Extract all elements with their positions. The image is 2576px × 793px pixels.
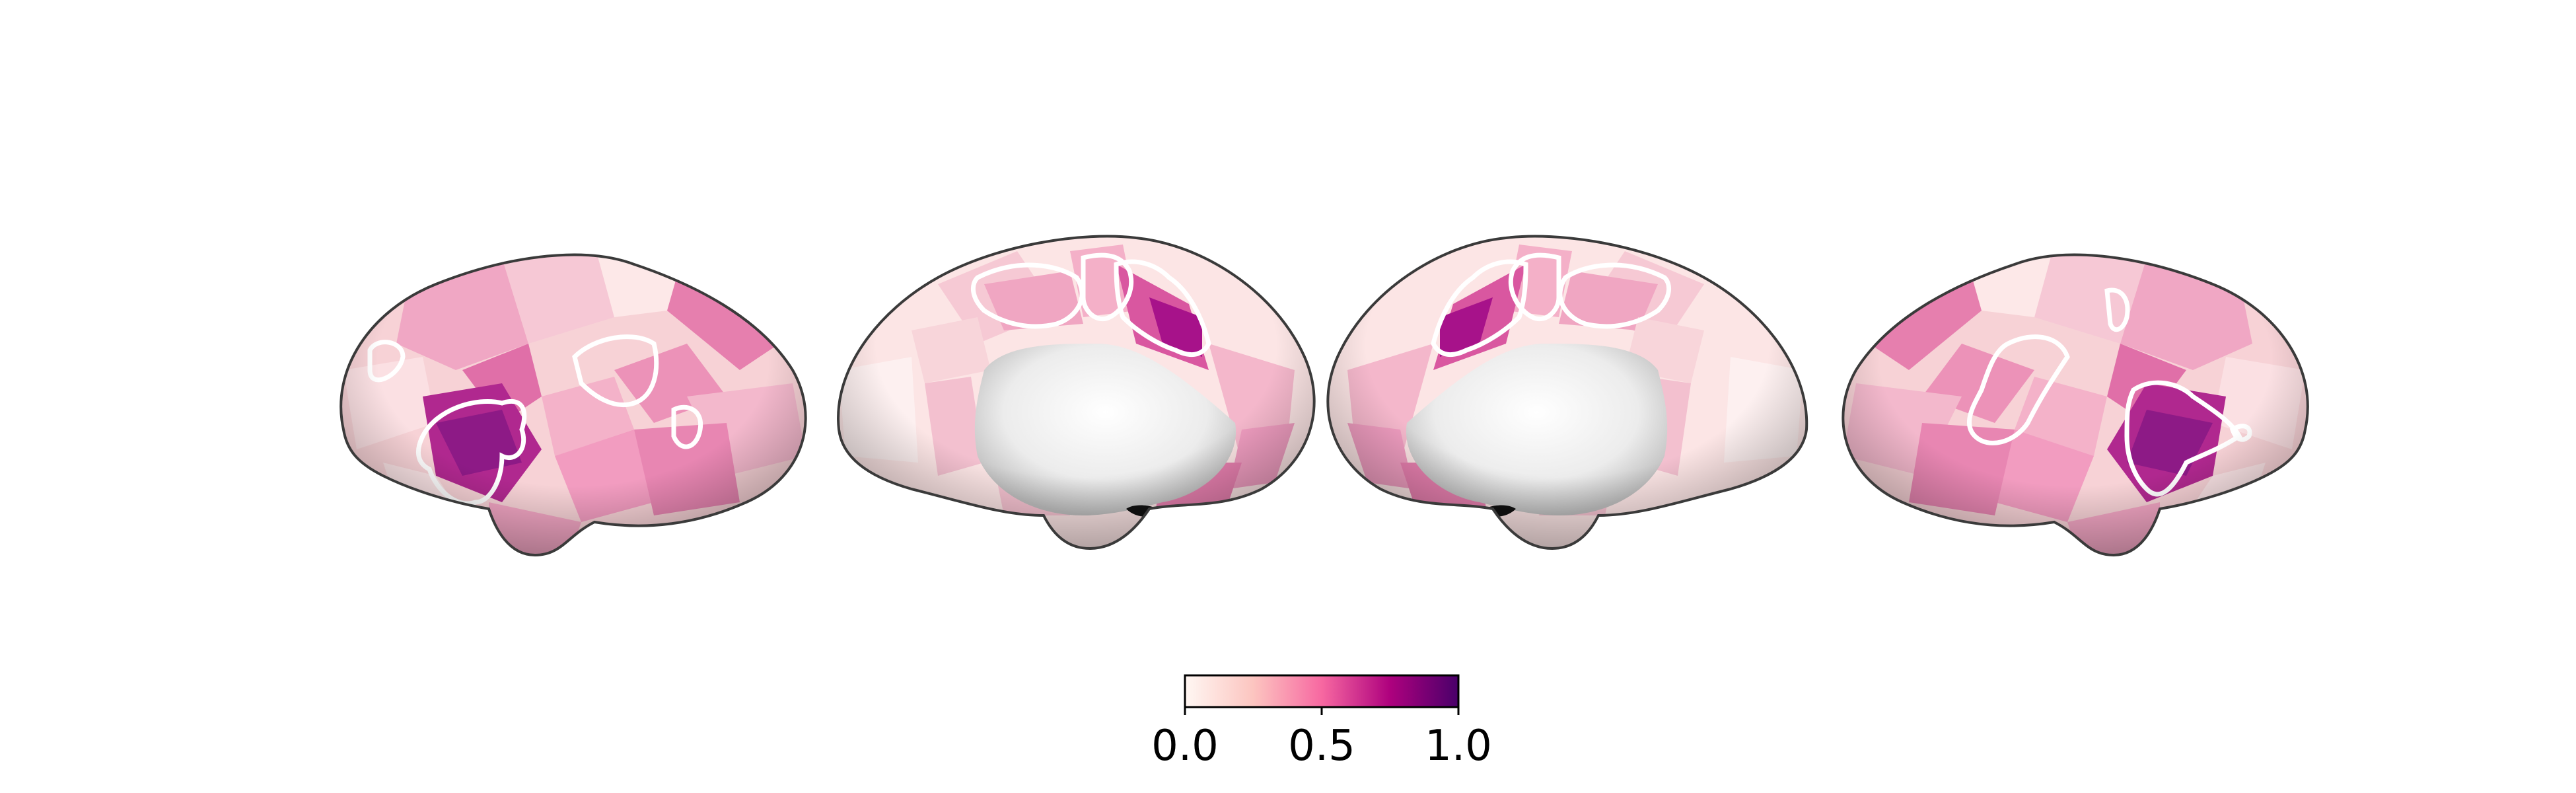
colorbar-tick-label-1: 0.5 <box>1288 722 1355 771</box>
colorbar-gradient <box>1185 675 1458 707</box>
colorbar-tick-label-2: 1.0 <box>1425 722 1492 771</box>
right-lateral-hemisphere <box>1823 238 2318 568</box>
right-medial-hemisphere <box>1321 225 1823 568</box>
left-lateral-hemisphere <box>330 238 826 568</box>
left-medial-hemisphere <box>826 225 1328 568</box>
colorbar-tick-label-0: 0.0 <box>1151 722 1219 771</box>
colorbar: 0.0 0.5 1.0 <box>1151 675 1492 771</box>
